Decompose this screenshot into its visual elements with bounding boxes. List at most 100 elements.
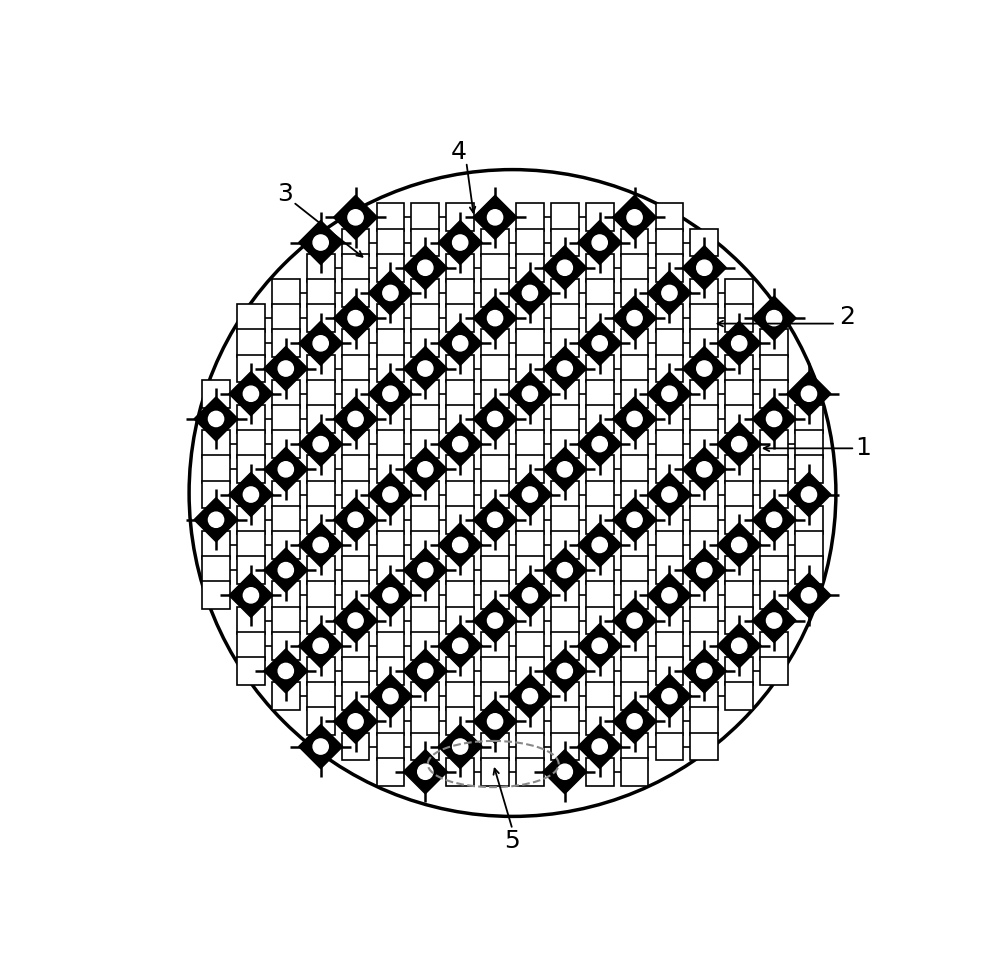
- Circle shape: [489, 211, 501, 224]
- Circle shape: [348, 714, 363, 729]
- Circle shape: [524, 690, 536, 702]
- Circle shape: [453, 739, 468, 754]
- Circle shape: [454, 741, 466, 752]
- FancyBboxPatch shape: [551, 506, 579, 533]
- Circle shape: [315, 236, 327, 248]
- Circle shape: [698, 463, 710, 475]
- FancyBboxPatch shape: [377, 632, 404, 659]
- Circle shape: [627, 613, 642, 628]
- Circle shape: [348, 411, 363, 427]
- FancyBboxPatch shape: [551, 481, 579, 508]
- Circle shape: [313, 537, 328, 553]
- Circle shape: [243, 588, 259, 603]
- Circle shape: [524, 488, 536, 500]
- Polygon shape: [438, 221, 482, 265]
- FancyBboxPatch shape: [342, 229, 369, 256]
- Circle shape: [629, 211, 640, 224]
- Circle shape: [418, 462, 433, 477]
- FancyBboxPatch shape: [551, 682, 579, 710]
- FancyBboxPatch shape: [621, 556, 648, 584]
- FancyBboxPatch shape: [342, 329, 369, 358]
- FancyBboxPatch shape: [237, 355, 265, 382]
- Polygon shape: [438, 725, 482, 769]
- FancyBboxPatch shape: [690, 632, 718, 659]
- FancyBboxPatch shape: [481, 733, 509, 760]
- Circle shape: [557, 361, 572, 376]
- Polygon shape: [473, 497, 517, 542]
- FancyBboxPatch shape: [481, 455, 509, 484]
- FancyBboxPatch shape: [516, 658, 544, 685]
- Circle shape: [453, 437, 468, 451]
- FancyBboxPatch shape: [411, 481, 439, 508]
- FancyBboxPatch shape: [446, 405, 474, 433]
- FancyBboxPatch shape: [446, 203, 474, 232]
- FancyBboxPatch shape: [342, 430, 369, 458]
- FancyBboxPatch shape: [516, 707, 544, 736]
- FancyBboxPatch shape: [586, 304, 614, 332]
- Circle shape: [278, 563, 293, 577]
- FancyBboxPatch shape: [725, 481, 753, 508]
- FancyBboxPatch shape: [411, 279, 439, 307]
- Circle shape: [348, 512, 363, 528]
- Polygon shape: [299, 221, 343, 265]
- FancyBboxPatch shape: [551, 279, 579, 307]
- FancyBboxPatch shape: [377, 229, 404, 256]
- FancyBboxPatch shape: [481, 682, 509, 710]
- FancyBboxPatch shape: [690, 581, 718, 610]
- Circle shape: [418, 663, 433, 679]
- FancyBboxPatch shape: [446, 481, 474, 508]
- FancyBboxPatch shape: [516, 632, 544, 659]
- FancyBboxPatch shape: [760, 481, 788, 508]
- Circle shape: [383, 487, 398, 502]
- Polygon shape: [543, 347, 587, 391]
- Polygon shape: [368, 674, 412, 718]
- Polygon shape: [543, 548, 587, 592]
- Circle shape: [454, 236, 466, 248]
- Polygon shape: [438, 623, 482, 667]
- Circle shape: [697, 563, 712, 577]
- Circle shape: [280, 665, 292, 677]
- Circle shape: [594, 741, 606, 752]
- Circle shape: [768, 413, 780, 425]
- Circle shape: [629, 514, 640, 526]
- Circle shape: [629, 615, 640, 626]
- Polygon shape: [299, 422, 343, 466]
- Circle shape: [454, 337, 466, 349]
- Polygon shape: [717, 623, 761, 667]
- Circle shape: [243, 386, 259, 402]
- FancyBboxPatch shape: [446, 707, 474, 736]
- FancyBboxPatch shape: [307, 506, 335, 533]
- Circle shape: [489, 615, 501, 626]
- FancyBboxPatch shape: [551, 329, 579, 358]
- Circle shape: [524, 287, 536, 299]
- FancyBboxPatch shape: [481, 229, 509, 256]
- Circle shape: [453, 234, 468, 250]
- Circle shape: [732, 537, 747, 553]
- FancyBboxPatch shape: [446, 581, 474, 610]
- FancyBboxPatch shape: [795, 506, 823, 533]
- Circle shape: [557, 563, 572, 577]
- FancyBboxPatch shape: [307, 405, 335, 433]
- FancyBboxPatch shape: [377, 707, 404, 736]
- Circle shape: [559, 262, 571, 274]
- Polygon shape: [752, 397, 796, 441]
- FancyBboxPatch shape: [446, 380, 474, 407]
- Polygon shape: [578, 221, 622, 265]
- FancyBboxPatch shape: [446, 658, 474, 685]
- FancyBboxPatch shape: [202, 430, 230, 458]
- Circle shape: [487, 311, 503, 325]
- Polygon shape: [613, 397, 657, 441]
- FancyBboxPatch shape: [760, 531, 788, 559]
- Polygon shape: [752, 599, 796, 643]
- FancyBboxPatch shape: [307, 607, 335, 634]
- FancyBboxPatch shape: [621, 658, 648, 685]
- Circle shape: [487, 512, 503, 528]
- Circle shape: [592, 437, 607, 451]
- FancyBboxPatch shape: [690, 707, 718, 736]
- FancyBboxPatch shape: [307, 556, 335, 584]
- FancyBboxPatch shape: [621, 682, 648, 710]
- FancyBboxPatch shape: [516, 405, 544, 433]
- FancyBboxPatch shape: [446, 279, 474, 307]
- FancyBboxPatch shape: [272, 405, 300, 433]
- FancyBboxPatch shape: [656, 531, 683, 559]
